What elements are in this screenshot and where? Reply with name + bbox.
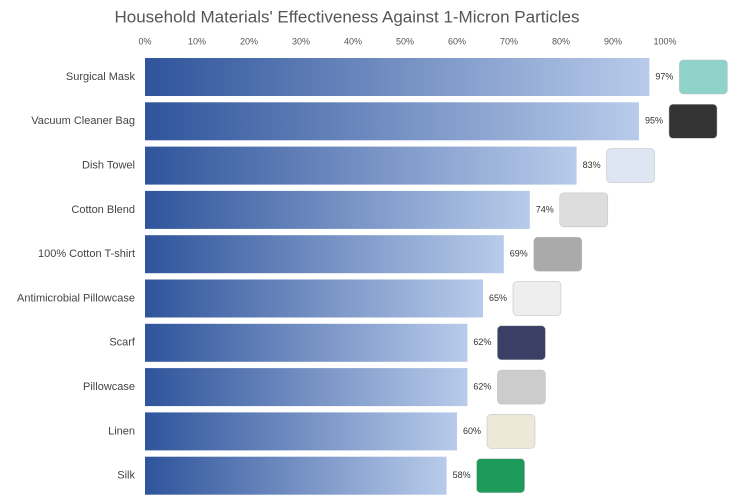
x-tick-label: 90% <box>604 36 622 46</box>
category-label: Silk <box>117 470 135 482</box>
value-label: 58% <box>453 470 471 480</box>
category-label: Surgical Mask <box>66 71 136 83</box>
value-label: 83% <box>583 160 601 170</box>
material-icon <box>668 104 718 139</box>
bar <box>145 190 530 229</box>
bar <box>145 412 457 451</box>
material-icon <box>486 414 536 449</box>
category-label: Dish Towel <box>82 160 135 172</box>
category-label: Cotton Blend <box>71 204 135 216</box>
x-tick-label: 70% <box>500 36 518 46</box>
material-icon <box>497 325 546 361</box>
bar <box>145 58 650 96</box>
material-icon <box>497 369 546 405</box>
chart-title: Household Materials' Effectiveness Again… <box>115 7 580 26</box>
category-label: Pillowcase <box>83 381 135 393</box>
category-label: Antimicrobial Pillowcase <box>17 292 135 304</box>
value-label: 65% <box>489 293 507 303</box>
value-label: 74% <box>536 204 554 214</box>
x-tick-label: 20% <box>240 36 258 46</box>
material-icon <box>679 59 728 95</box>
bar <box>145 102 639 141</box>
value-label: 95% <box>645 116 663 126</box>
x-tick-label: 50% <box>396 36 414 46</box>
category-label: 100% Cotton T-shirt <box>38 248 135 260</box>
bar <box>145 323 468 362</box>
bar <box>145 146 577 185</box>
x-tick-label: 10% <box>188 36 206 46</box>
x-tick-label: 100% <box>653 36 676 46</box>
bar <box>145 456 447 495</box>
value-label: 62% <box>473 337 491 347</box>
material-icon <box>559 192 609 228</box>
x-tick-label: 80% <box>552 36 570 46</box>
value-label: 97% <box>655 71 673 81</box>
category-label: Linen <box>108 425 135 437</box>
material-icon <box>606 148 655 183</box>
value-label: 62% <box>473 381 491 391</box>
material-icon <box>512 281 562 316</box>
value-label: 69% <box>510 249 528 259</box>
bar <box>145 368 468 407</box>
bar <box>145 279 483 318</box>
x-tick-label: 30% <box>292 36 310 46</box>
x-tick-label: 60% <box>448 36 466 46</box>
value-label: 60% <box>463 426 481 436</box>
x-tick-label: 40% <box>344 36 362 46</box>
category-label: Vacuum Cleaner Bag <box>31 115 135 127</box>
material-icon <box>476 458 525 493</box>
category-label: Scarf <box>109 337 136 349</box>
bar <box>145 235 504 274</box>
x-tick-label: 0% <box>138 36 151 46</box>
material-icon <box>533 236 583 272</box>
